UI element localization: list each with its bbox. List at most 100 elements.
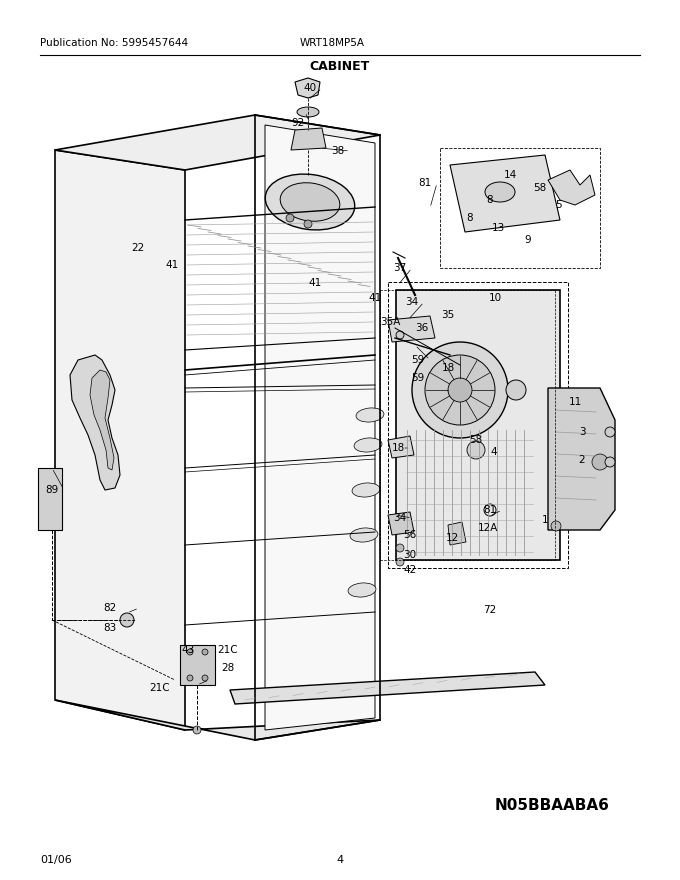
Polygon shape: [295, 78, 320, 98]
Text: 9: 9: [525, 235, 531, 245]
Polygon shape: [396, 290, 560, 560]
Ellipse shape: [352, 483, 380, 497]
Text: 21C: 21C: [150, 683, 170, 693]
Polygon shape: [55, 700, 380, 740]
Text: 2: 2: [579, 455, 585, 465]
Circle shape: [396, 558, 404, 566]
Circle shape: [202, 649, 208, 655]
Text: 43: 43: [182, 645, 194, 655]
Text: 83: 83: [103, 623, 117, 633]
Ellipse shape: [348, 583, 376, 597]
Text: 10: 10: [488, 293, 502, 303]
Text: 35: 35: [441, 310, 455, 320]
Polygon shape: [230, 672, 545, 704]
Circle shape: [448, 378, 472, 402]
Text: 18: 18: [441, 363, 455, 373]
Ellipse shape: [356, 408, 384, 422]
Circle shape: [187, 675, 193, 681]
Circle shape: [120, 613, 134, 627]
Text: 40: 40: [303, 83, 317, 93]
Circle shape: [304, 220, 312, 228]
Text: 41: 41: [165, 260, 179, 270]
Text: 34: 34: [393, 513, 407, 523]
Text: 36: 36: [415, 323, 428, 333]
Polygon shape: [388, 512, 414, 535]
Ellipse shape: [485, 182, 515, 202]
Text: 4: 4: [491, 447, 497, 457]
Text: 28: 28: [222, 663, 235, 673]
Circle shape: [467, 441, 485, 459]
Circle shape: [605, 457, 615, 467]
Text: 72: 72: [483, 605, 496, 615]
Text: 89: 89: [46, 485, 58, 495]
Text: 41: 41: [308, 278, 322, 288]
Text: 13: 13: [492, 223, 505, 233]
Text: 30: 30: [403, 550, 417, 560]
Circle shape: [187, 649, 193, 655]
Text: 4: 4: [337, 855, 343, 865]
Polygon shape: [38, 468, 62, 530]
Circle shape: [286, 214, 294, 222]
Text: 59: 59: [411, 355, 424, 365]
Text: 37: 37: [393, 263, 407, 273]
Text: 22: 22: [131, 243, 145, 253]
Text: 14: 14: [503, 170, 517, 180]
Polygon shape: [388, 316, 435, 342]
Text: 12A: 12A: [478, 523, 498, 533]
Text: 58: 58: [469, 435, 483, 445]
Text: 3: 3: [579, 427, 585, 437]
Text: 1: 1: [542, 515, 548, 525]
Text: 38: 38: [331, 146, 345, 156]
Text: 58: 58: [533, 183, 547, 193]
Text: 35A: 35A: [380, 317, 401, 327]
Ellipse shape: [280, 183, 340, 221]
Text: 8: 8: [466, 213, 473, 223]
Text: 41: 41: [369, 293, 381, 303]
Text: Publication No: 5995457644: Publication No: 5995457644: [40, 38, 188, 48]
Text: 12: 12: [445, 533, 458, 543]
Ellipse shape: [265, 174, 355, 230]
Circle shape: [425, 355, 495, 425]
Text: 11: 11: [568, 397, 581, 407]
Text: 82: 82: [103, 603, 117, 613]
Text: 81: 81: [483, 505, 496, 515]
Circle shape: [592, 454, 608, 470]
Circle shape: [193, 726, 201, 734]
Ellipse shape: [297, 107, 319, 117]
Polygon shape: [70, 355, 120, 490]
Circle shape: [202, 675, 208, 681]
Polygon shape: [90, 370, 114, 470]
Text: 81: 81: [418, 178, 432, 188]
Polygon shape: [548, 170, 595, 205]
Polygon shape: [55, 115, 380, 170]
Text: WRT18MP5A: WRT18MP5A: [300, 38, 365, 48]
Ellipse shape: [354, 438, 382, 452]
Polygon shape: [388, 436, 414, 458]
Ellipse shape: [350, 528, 378, 542]
Circle shape: [396, 331, 404, 339]
Text: 59: 59: [411, 373, 424, 383]
Polygon shape: [450, 155, 560, 232]
Polygon shape: [265, 125, 375, 730]
Circle shape: [551, 521, 561, 531]
Text: N05BBAABA6: N05BBAABA6: [495, 798, 610, 813]
Text: 18: 18: [392, 443, 405, 453]
Text: 21C: 21C: [218, 645, 238, 655]
Polygon shape: [291, 128, 326, 150]
Circle shape: [506, 380, 526, 400]
Circle shape: [605, 427, 615, 437]
Text: 5: 5: [555, 200, 561, 210]
Polygon shape: [55, 150, 185, 730]
Polygon shape: [180, 645, 215, 685]
Circle shape: [396, 544, 404, 552]
Text: CABINET: CABINET: [310, 60, 370, 73]
Text: 92: 92: [291, 118, 305, 128]
Text: 8: 8: [487, 195, 493, 205]
Circle shape: [412, 342, 508, 438]
Text: 34: 34: [405, 297, 419, 307]
Text: 01/06: 01/06: [40, 855, 72, 865]
Polygon shape: [448, 522, 466, 545]
Text: 56: 56: [403, 530, 417, 540]
Polygon shape: [548, 388, 615, 530]
Text: 42: 42: [403, 565, 417, 575]
